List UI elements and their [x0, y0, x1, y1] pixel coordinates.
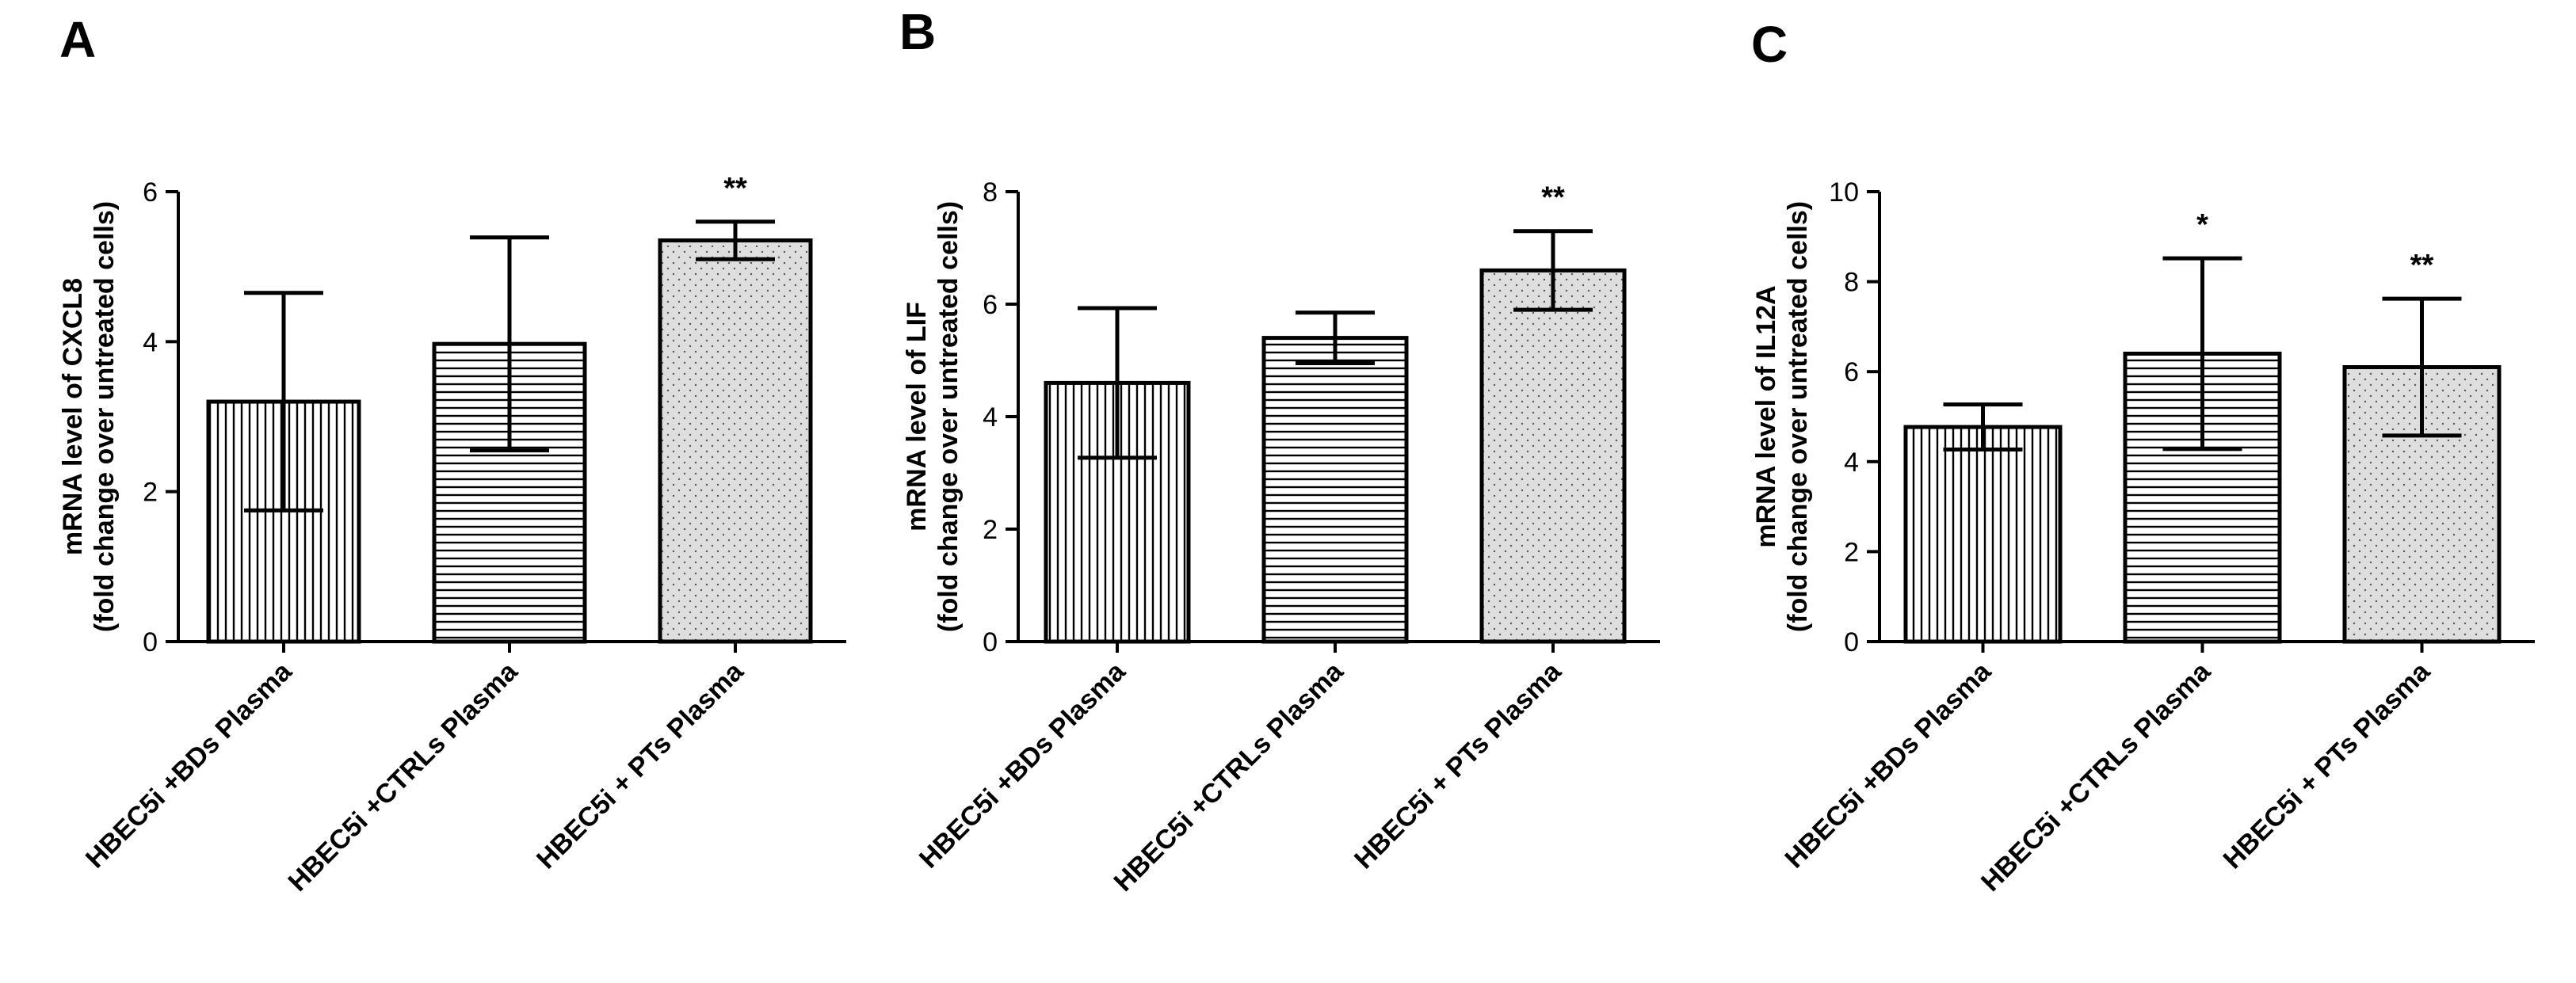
significance-marker: ** [723, 172, 747, 205]
y-axis-label-line1: mRNA level of LIF [902, 302, 932, 532]
y-tick-label: 4 [983, 402, 998, 432]
y-axis-label-line1: mRNA level of IL12A [1751, 285, 1781, 547]
y-axis-label-line1: mRNA level of CXCL8 [58, 278, 88, 555]
x-category-label: HBEC5i +BDs Plasma [80, 656, 299, 874]
y-tick-label: 0 [1844, 627, 1859, 657]
bar [1261, 336, 1409, 644]
y-tick-label: 0 [983, 627, 998, 657]
y-tick-label: 4 [1844, 448, 1859, 478]
chart-panel-a: A 0 2 4 6 mRNA level of CXCL8(fold change ove… [58, 11, 846, 897]
y-axis-label: mRNA level of LIF(fold change over untre… [902, 201, 964, 632]
y-axis-label-line2: (fold change over untreated cells) [90, 201, 120, 632]
y-tick-label: 2 [983, 515, 998, 545]
significance-marker: ** [2410, 249, 2434, 282]
y-tick-label: 6 [143, 177, 158, 208]
y-tick-label: 2 [1844, 537, 1859, 567]
y-tick-label: 4 [143, 327, 158, 357]
y-axis-label: mRNA level of IL12A(fold change over unt… [1751, 201, 1813, 632]
bar [1903, 425, 2063, 644]
y-tick-label: 6 [983, 290, 998, 320]
x-category-label: HBEC5i +CTRLs Plasma [1975, 656, 2217, 897]
y-axis-label-line2: (fold change over untreated cells) [1783, 201, 1813, 632]
y-tick-label: 10 [1829, 177, 1859, 208]
bar [658, 238, 813, 644]
significance-marker: * [2196, 208, 2208, 242]
y-tick-label: 6 [1844, 357, 1859, 387]
bar [1479, 268, 1627, 644]
x-category-label: HBEC5i + PTs Plasma [2218, 656, 2437, 874]
chart-panel-c: C 0 2 4 6 8 10 mRNA level of IL12A(fold change … [1751, 16, 2535, 897]
x-category-label: HBEC5i +BDs Plasma [914, 656, 1132, 874]
x-category-label: HBEC5i +BDs Plasma [1779, 656, 1998, 874]
significance-marker: ** [1541, 181, 1565, 215]
panel-letter: B [899, 3, 936, 60]
panel-letter: A [59, 11, 96, 68]
chart-panel-b: B 0 2 4 6 8 mRNA level of LIF(fold change over… [899, 3, 1660, 897]
x-category-label: HBEC5i +CTRLs Plasma [1109, 656, 1350, 897]
y-axis-label-line2: (fold change over untreated cells) [933, 201, 964, 632]
y-tick-label: 8 [983, 177, 998, 208]
x-category-label: HBEC5i +CTRLs Plasma [283, 656, 525, 897]
y-tick-label: 2 [143, 478, 158, 508]
x-category-label: HBEC5i + PTs Plasma [1349, 656, 1567, 874]
panel-letter: C [1751, 16, 1788, 73]
x-category-label: HBEC5i + PTs Plasma [531, 656, 750, 874]
y-tick-label: 8 [1844, 268, 1859, 298]
y-axis-label: mRNA level of CXCL8(fold change over unt… [58, 201, 120, 632]
y-tick-label: 0 [143, 627, 158, 657]
